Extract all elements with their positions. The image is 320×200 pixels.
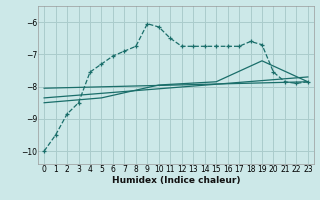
X-axis label: Humidex (Indice chaleur): Humidex (Indice chaleur) [112, 176, 240, 185]
